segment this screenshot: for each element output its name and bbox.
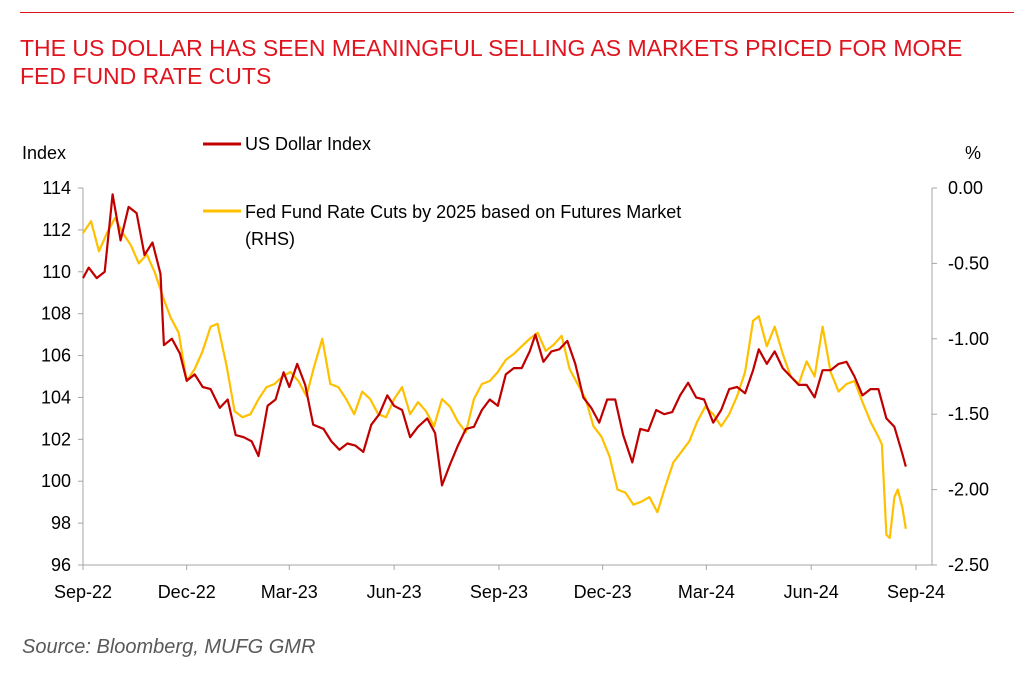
y-tick-label: 102 bbox=[41, 429, 71, 449]
x-tick-label: Sep-24 bbox=[887, 582, 945, 602]
y2-tick-label: 0.00 bbox=[948, 178, 983, 198]
us-dollar-index-line bbox=[82, 193, 907, 487]
x-tick-label: Jun-23 bbox=[367, 582, 422, 602]
y-tick-label: 114 bbox=[42, 178, 71, 198]
y2-tick-label: -1.00 bbox=[948, 329, 989, 349]
x-tick-label: Jun-24 bbox=[784, 582, 839, 602]
x-tick-label: Sep-23 bbox=[470, 582, 528, 602]
legend-label-usd: US Dollar Index bbox=[245, 134, 371, 154]
y2-tick-label: -1.50 bbox=[948, 404, 989, 424]
legend-label-fed-line1: Fed Fund Rate Cuts by 2025 based on Futu… bbox=[245, 202, 681, 222]
line-chart: Index % Sep-22 Dec-22 Mar-23 Jun-23 Sep-23 De… bbox=[22, 134, 989, 602]
y2-tick-label: -0.50 bbox=[948, 253, 989, 273]
y-tick-label: 110 bbox=[42, 262, 71, 282]
top-rule bbox=[20, 12, 1014, 13]
x-tick-label: Sep-22 bbox=[54, 582, 112, 602]
left-axis-label: Index bbox=[22, 143, 66, 163]
series-lines bbox=[82, 193, 907, 539]
x-tick-label: Dec-22 bbox=[158, 582, 216, 602]
legend-label-fed: Fed Fund Rate Cuts by 2025 based on Futu… bbox=[245, 202, 686, 249]
y2-tick-label: -2.50 bbox=[948, 555, 989, 575]
chart-title: THE US DOLLAR HAS SEEN MEANINGFUL SELLIN… bbox=[20, 35, 963, 89]
y-tick-label: 112 bbox=[42, 220, 71, 240]
y-tick-label: 100 bbox=[41, 471, 71, 491]
y2-tick-label: -2.00 bbox=[948, 480, 989, 500]
y-tick-label: 106 bbox=[41, 346, 71, 366]
x-tick-label: Dec-23 bbox=[574, 582, 632, 602]
x-tick-label: Mar-24 bbox=[678, 582, 735, 602]
y-tick-label: 108 bbox=[41, 304, 71, 324]
legend-label-fed-line2: (RHS) bbox=[245, 229, 295, 249]
y-tick-label: 96 bbox=[51, 555, 71, 575]
fed-rate-cuts-line bbox=[82, 217, 907, 539]
legend: US Dollar Index Fed Fund Rate Cuts by 20… bbox=[203, 134, 686, 249]
y-tick-label: 98 bbox=[51, 513, 71, 533]
tick-labels: Sep-22 Dec-22 Mar-23 Jun-23 Sep-23 Dec-23 Mar-… bbox=[41, 178, 989, 602]
axes bbox=[82, 188, 933, 566]
source-note: Source: Bloomberg, MUFG GMR bbox=[22, 636, 316, 658]
y-tick-label: 104 bbox=[41, 387, 71, 407]
x-tick-label: Mar-23 bbox=[261, 582, 318, 602]
right-axis-label: % bbox=[965, 143, 981, 163]
